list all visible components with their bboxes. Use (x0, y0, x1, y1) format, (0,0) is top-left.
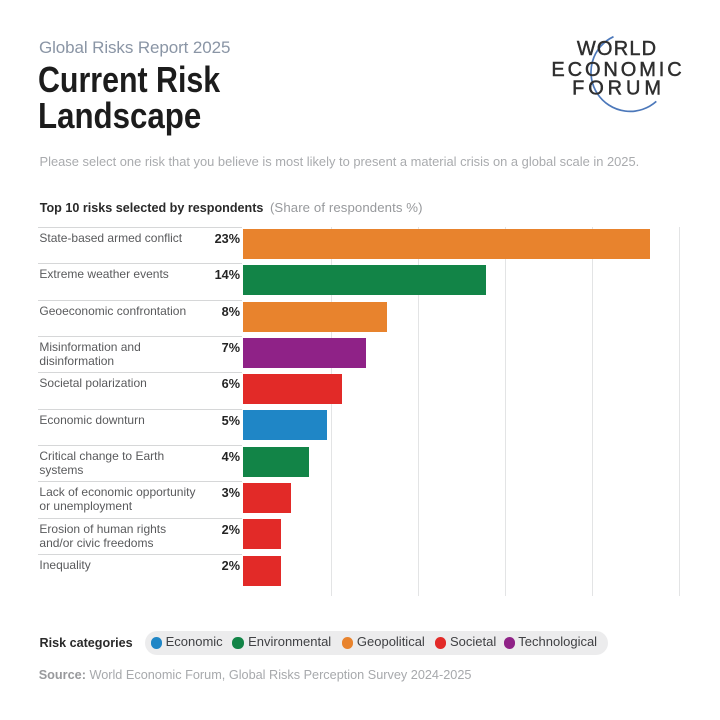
svg-text:FORUM: FORUM (572, 78, 665, 100)
svg-text:WORLD: WORLD (577, 38, 657, 60)
svg-text:ECONOMIC: ECONOMIC (551, 59, 684, 81)
